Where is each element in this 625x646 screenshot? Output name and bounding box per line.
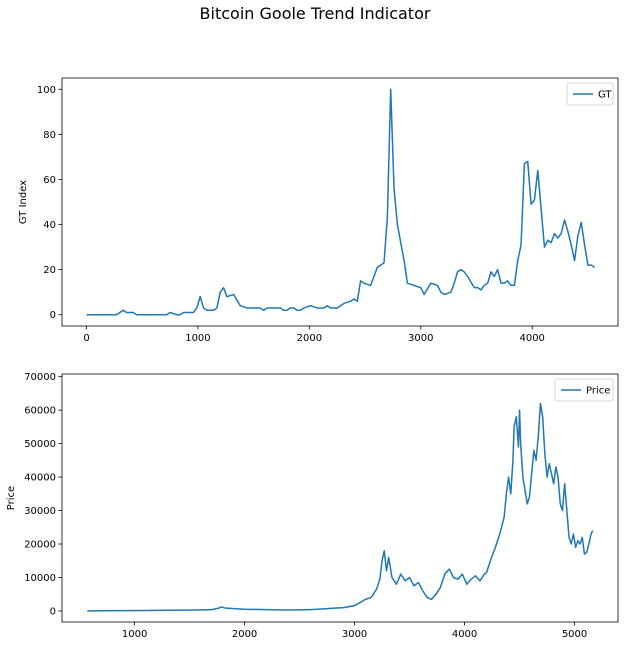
y-tick-label: 20 xyxy=(43,265,56,276)
x-tick-label: 5000 xyxy=(562,629,587,640)
series-line-gt xyxy=(86,88,596,316)
y-axis-label: Price xyxy=(6,486,17,510)
axes-frame xyxy=(61,373,619,623)
y-tick-label: 0 xyxy=(50,606,56,617)
y-tick-label: 0 xyxy=(50,310,56,321)
y-axis-label: GT Index xyxy=(18,180,29,224)
y-tick-label: 80 xyxy=(43,130,56,141)
y-tick-label: 40 xyxy=(43,220,56,231)
x-tick-label: 2000 xyxy=(232,629,257,640)
y-tick-label: 60000 xyxy=(24,406,56,417)
x-tick-label: 4000 xyxy=(519,333,544,344)
x-tick-label: 1000 xyxy=(122,629,147,640)
x-tick-label: 0 xyxy=(83,333,89,344)
x-tick-label: 1000 xyxy=(185,333,210,344)
y-tick-label: 20000 xyxy=(24,540,56,551)
y-tick-label: 50000 xyxy=(24,439,56,450)
axes-frame xyxy=(61,77,619,327)
y-tick-label: 40000 xyxy=(24,473,56,484)
legend: Price xyxy=(554,378,614,402)
x-tick-label: 3000 xyxy=(342,629,367,640)
y-tick-label: 60 xyxy=(43,175,56,186)
y-tick-label: 100 xyxy=(37,85,56,96)
series-line-price xyxy=(87,402,594,612)
figure-title: Bitcoin Goole Trend Indicator xyxy=(200,4,431,23)
top-subplot: 0 1000 2000 3000 4000 0 20 40 60 80 100 GT Index GT xyxy=(18,77,619,344)
legend-label: GT xyxy=(598,90,612,101)
y-tick-label: 10000 xyxy=(24,573,56,584)
y-tick-label: 30000 xyxy=(24,506,56,517)
x-tick-label: 3000 xyxy=(408,333,433,344)
y-tick-label: 70000 xyxy=(24,372,56,383)
bottom-subplot: 1000 2000 3000 4000 500001000020000300004000… xyxy=(6,372,619,640)
x-tick-label: 2000 xyxy=(297,333,322,344)
legend-box xyxy=(554,378,614,402)
legend-label: Price xyxy=(586,386,610,397)
x-tick-label: 4000 xyxy=(452,629,477,640)
legend: GT xyxy=(566,82,614,106)
